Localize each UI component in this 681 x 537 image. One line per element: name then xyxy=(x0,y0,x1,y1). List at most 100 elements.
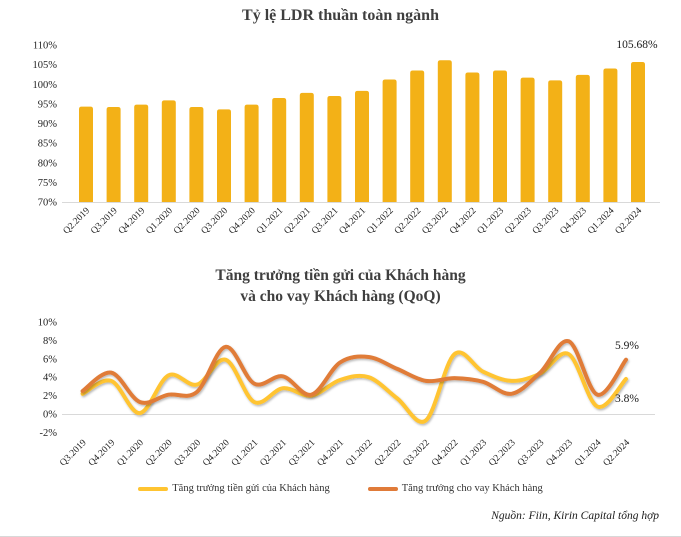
ldr-last-bar-value-label: 105.68% xyxy=(616,39,658,51)
bar-Q3.2023 xyxy=(548,80,563,202)
legend-label-deposit: Tăng trưởng tiền gửi của Khách hàng xyxy=(172,483,330,494)
bar-Q1.2023 xyxy=(493,70,507,202)
legend-item-deposit: Tăng trưởng tiền gửi của Khách hàng xyxy=(138,483,330,494)
legend-label-loan: Tăng trưởng cho vay Khách hàng xyxy=(401,483,543,494)
growth-x-axis-labels: Q3.2019Q4.2019Q1.2020Q2.2020Q3.2020Q4.20… xyxy=(58,438,632,469)
bar-Q4.2022 xyxy=(465,72,480,202)
svg-text:Q1.2024: Q1.2024 xyxy=(573,438,604,469)
svg-text:Q3.2021: Q3.2021 xyxy=(310,206,341,237)
svg-text:Q2.2022: Q2.2022 xyxy=(373,438,404,469)
svg-text:80%: 80% xyxy=(38,158,58,169)
svg-text:Q4.2023: Q4.2023 xyxy=(559,206,590,237)
svg-text:Q1.2022: Q1.2022 xyxy=(365,206,396,237)
bar-Q4.2021 xyxy=(355,90,369,202)
svg-text:10%: 10% xyxy=(38,318,58,329)
loan-growth-line xyxy=(80,339,628,405)
svg-text:Q4.2020: Q4.2020 xyxy=(227,206,258,237)
bar-Q4.2020 xyxy=(244,104,259,202)
svg-text:110%: 110% xyxy=(33,41,57,52)
bar-Q2.2020 xyxy=(189,107,204,202)
legend-item-loan: Tăng trưởng cho vay Khách hàng xyxy=(367,483,543,494)
svg-text:Q3.2019: Q3.2019 xyxy=(58,438,89,469)
bar-Q2.2019 xyxy=(79,106,93,202)
bar-Q3.2021 xyxy=(327,96,342,202)
svg-text:Q4.2019: Q4.2019 xyxy=(117,206,148,237)
svg-text:Q3.2022: Q3.2022 xyxy=(402,438,433,469)
svg-text:Q1.2021: Q1.2021 xyxy=(230,438,261,469)
ldr-bar-chart: 110%105%100%95%90%85%80%75%70%Q2.2019Q3.… xyxy=(33,41,660,237)
svg-text:Q2.2021: Q2.2021 xyxy=(283,206,314,237)
bar-Q3.2020 xyxy=(217,109,231,202)
svg-text:Q4.2021: Q4.2021 xyxy=(316,438,347,469)
svg-text:Q4.2021: Q4.2021 xyxy=(338,206,369,237)
svg-text:6%: 6% xyxy=(43,354,57,365)
svg-text:Q3.2023: Q3.2023 xyxy=(531,206,562,237)
svg-text:Q2.2023: Q2.2023 xyxy=(487,438,518,469)
svg-text:85%: 85% xyxy=(38,139,58,150)
bar-Q2.2021 xyxy=(299,92,314,202)
svg-text:Q4.2023: Q4.2023 xyxy=(545,438,576,469)
bar-Q4.2023 xyxy=(575,74,590,202)
deposit-growth-end-label: 3.8% xyxy=(615,393,639,405)
bar-Q2.2022 xyxy=(410,70,425,202)
loan-line-swatch xyxy=(367,486,398,491)
source-note: Nguồn: Fiin, Kirin Capital tổng hợp xyxy=(491,510,659,522)
bar-Q1.2020 xyxy=(161,100,176,202)
svg-text:Q1.2023: Q1.2023 xyxy=(459,438,490,469)
svg-text:Q2.2022: Q2.2022 xyxy=(393,206,424,237)
svg-text:Q2.2023: Q2.2023 xyxy=(503,206,534,237)
growth-y-axis-labels: 10% 8% 6% 4% 2% 0% -2% xyxy=(38,318,58,439)
ldr-bars xyxy=(79,60,645,203)
svg-text:Q2.2020: Q2.2020 xyxy=(172,206,203,237)
svg-text:Q1.2021: Q1.2021 xyxy=(255,206,286,237)
svg-text:0%: 0% xyxy=(43,410,57,421)
svg-text:100%: 100% xyxy=(33,80,58,91)
svg-text:Q3.2021: Q3.2021 xyxy=(287,438,318,469)
bar-Q1.2024 xyxy=(603,68,618,202)
svg-text:Q4.2019: Q4.2019 xyxy=(87,438,118,469)
svg-text:Q2.2019: Q2.2019 xyxy=(62,206,93,237)
svg-text:Q1.2022: Q1.2022 xyxy=(344,438,375,469)
bar-Q1.2021 xyxy=(272,97,287,202)
svg-text:Q3.2019: Q3.2019 xyxy=(89,206,120,237)
growth-chart-title-line2: và cho vay Khách hàng (QoQ) xyxy=(240,288,441,305)
bar-Q2.2023 xyxy=(520,77,535,202)
svg-text:105%: 105% xyxy=(33,60,58,71)
svg-text:Q3.2023: Q3.2023 xyxy=(516,438,547,469)
growth-chart-title-line1: Tăng trưởng tiền gửi của Khách hàng xyxy=(215,267,466,284)
svg-text:Q4.2022: Q4.2022 xyxy=(430,438,461,469)
ldr-x-axis-labels: Q2.2019Q3.2019Q4.2019Q1.2020Q2.2020Q3.20… xyxy=(62,206,645,237)
growth-line-chart: 10%8%6%4%2%0%-2%Q3.2019Q4.2019Q1.2020Q2.… xyxy=(38,318,655,469)
svg-text:Q2.2020: Q2.2020 xyxy=(144,438,175,469)
svg-text:Q2.2024: Q2.2024 xyxy=(614,206,645,237)
deposit-growth-line xyxy=(80,350,628,424)
deposit-line-swatch xyxy=(138,486,169,491)
svg-text:Q1.2023: Q1.2023 xyxy=(476,206,507,237)
svg-text:Q3.2022: Q3.2022 xyxy=(421,206,452,237)
svg-text:75%: 75% xyxy=(38,178,58,189)
svg-text:Q3.2020: Q3.2020 xyxy=(173,438,204,469)
bar-Q1.2022 xyxy=(382,79,397,202)
bar-Q4.2019 xyxy=(134,104,149,202)
svg-text:70%: 70% xyxy=(38,198,58,209)
svg-text:Q1.2020: Q1.2020 xyxy=(116,438,147,469)
svg-text:Q3.2020: Q3.2020 xyxy=(200,206,231,237)
bar-Q2.2024 xyxy=(631,61,645,203)
svg-text:Q4.2022: Q4.2022 xyxy=(448,206,479,237)
svg-text:90%: 90% xyxy=(38,119,58,130)
bar-Q3.2019 xyxy=(106,107,121,202)
svg-text:Q1.2020: Q1.2020 xyxy=(145,206,176,237)
ldr-chart-title: Tỷ lệ LDR thuần toàn ngành xyxy=(242,7,439,24)
loan-growth-end-label: 5.9% xyxy=(615,340,639,352)
svg-text:2%: 2% xyxy=(43,391,57,402)
svg-text:8%: 8% xyxy=(43,336,57,347)
svg-text:-2%: -2% xyxy=(40,428,58,439)
svg-text:4%: 4% xyxy=(43,373,57,384)
svg-text:Q2.2021: Q2.2021 xyxy=(259,438,290,469)
ldr-y-axis-labels: 110% 105% 100% 95% 90% 85% 80% 75% 70% xyxy=(33,41,58,209)
svg-text:Q4.2020: Q4.2020 xyxy=(201,438,232,469)
growth-chart-legend: Tăng trưởng tiền gửi của Khách hàng Tăng… xyxy=(0,483,681,494)
bar-Q3.2022 xyxy=(437,60,452,203)
